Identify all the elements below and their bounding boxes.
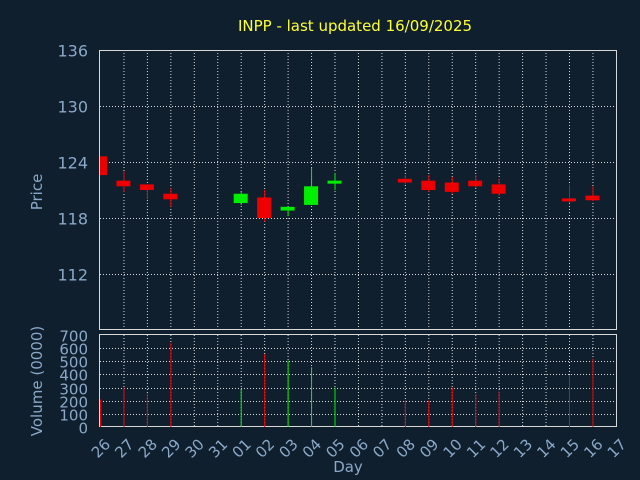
volume-tick-label: 100 (59, 407, 88, 425)
x-tick-label: 27 (111, 435, 137, 461)
candle-body (468, 180, 483, 187)
x-tick-label: 17 (604, 435, 630, 461)
x-tick-label: 04 (299, 435, 325, 461)
price-plot-frame (99, 50, 617, 330)
price-tick-label: 136 (57, 42, 88, 61)
price-tick-labels: 112 118 124 130 136 (57, 42, 88, 285)
x-tick-label: 28 (135, 435, 161, 461)
x-tick-label: 30 (182, 435, 208, 461)
candle-body (327, 180, 342, 184)
price-tick-label: 118 (57, 210, 88, 229)
x-tick-label: 09 (416, 435, 442, 461)
x-tick-label: 01 (229, 435, 255, 461)
candle-body (304, 186, 319, 205)
x-tick-label: 16 (580, 435, 606, 461)
x-tick-label: 26 (88, 435, 114, 461)
price-grid (100, 50, 616, 330)
candle-body (116, 180, 131, 187)
volume-tick-label: 200 (59, 394, 88, 412)
candle-body (444, 182, 459, 192)
volume-tick-label: 500 (59, 354, 88, 372)
price-tick-label: 124 (57, 154, 88, 173)
x-tick-label: 15 (557, 435, 583, 461)
volume-axis-label: Volume (0000) (28, 326, 46, 436)
x-tick-label: 12 (486, 435, 512, 461)
x-axis-label: Day (333, 458, 363, 476)
x-tick-label: 29 (158, 435, 184, 461)
candle-body (233, 193, 248, 204)
chart-title: INPP - last updated 16/09/2025 (238, 17, 472, 35)
x-tick-label: 13 (510, 435, 536, 461)
volume-tick-label: 0 (78, 420, 88, 438)
candle-body (397, 178, 412, 183)
price-axis-label: Price (28, 174, 46, 211)
volume-tick-label: 300 (59, 381, 88, 399)
price-tick-label: 112 (57, 266, 88, 285)
candle-body (100, 156, 107, 176)
volume-tick-label: 400 (59, 367, 88, 385)
candle-body (491, 184, 506, 194)
x-tick-label: 02 (252, 435, 278, 461)
price-tick-label: 130 (57, 98, 88, 117)
x-tick-label: 14 (533, 435, 559, 461)
volume-tick-label: 600 (59, 341, 88, 359)
x-tick-label: 31 (205, 435, 231, 461)
candles (100, 156, 600, 222)
candle-body (562, 198, 576, 202)
candle-body (280, 206, 295, 211)
candle-body (421, 180, 436, 190)
x-tick-label: 10 (440, 435, 466, 461)
x-tick-label: 07 (369, 435, 395, 461)
volume-plot-frame (99, 334, 617, 427)
volume-grid (100, 335, 616, 427)
candle-body (163, 193, 178, 200)
x-tick-label: 03 (275, 435, 301, 461)
volume-tick-label: 700 (59, 328, 88, 346)
x-tick-label: 08 (393, 435, 419, 461)
candle-body (585, 195, 600, 201)
volume-bars (100, 342, 594, 427)
x-tick-label: 11 (463, 435, 489, 461)
candle-body (139, 184, 154, 190)
candle-body (257, 197, 272, 218)
